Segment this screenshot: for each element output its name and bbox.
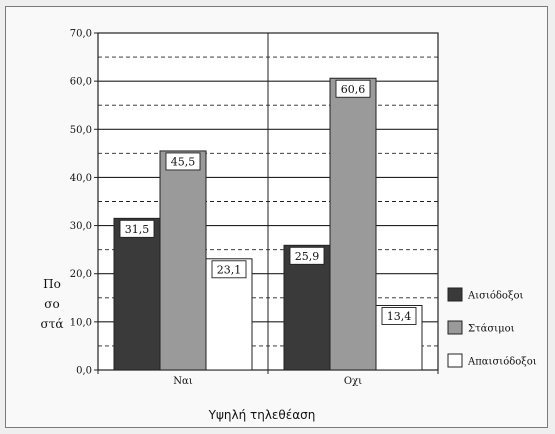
legend-label: Στάσιμοι [468,324,515,335]
y-tick-label: 20,0 [70,269,92,280]
data-label-box [119,219,155,238]
data-label: 45,5 [171,155,196,168]
x-category-label: Ναι [173,376,193,387]
legend: Αισιόδοξοι Στάσιμοι Απαισιόδοξοι [447,287,537,368]
y-tick-label: 50,0 [70,125,92,136]
y-tick-label: 0,0 [76,366,92,377]
y-axis-label-line-2: σο [44,297,59,311]
bars: 31,5 45,5 23,1 25,9 60,6 13,4 [113,77,423,371]
bar [159,150,207,371]
y-tick-label: 40,0 [70,173,92,184]
x-category-label: Οχι [344,376,362,387]
data-label: 25,9 [295,250,320,263]
x-axis-categories: Ναι Οχι [97,370,439,387]
y-tick-label: 10,0 [70,317,92,328]
data-label: 31,5 [125,223,150,236]
data-label-box [165,152,201,171]
data-label-box [335,79,371,98]
legend-label: Απαισιόδοξοι [467,357,537,368]
x-axis-label: Υψηλή τηλεθέαση [208,408,316,422]
y-tick-label: 70,0 [70,29,92,40]
data-label-box [381,307,417,325]
y-axis-ticks: 0,0 10,0 20,0 30,0 40,0 50,0 60,0 70,0 [70,29,98,377]
data-label-box [211,260,247,279]
legend-swatch [447,320,463,335]
y-tick-label: 30,0 [70,221,92,232]
bar [329,77,377,371]
bar [283,244,331,371]
legend-swatch [447,353,463,368]
y-tick-label: 60,0 [70,77,92,88]
y-axis-label-line-1: Πο [43,277,61,291]
data-label-box [289,246,325,265]
data-label: 60,6 [341,83,366,96]
data-label: 13,4 [387,310,412,323]
y-axis-label-line-3: στά [41,317,64,331]
legend-swatch [447,287,463,302]
bar [113,217,161,371]
legend-label: Αισιόδοξοι [467,291,523,302]
data-label: 23,1 [217,263,242,276]
